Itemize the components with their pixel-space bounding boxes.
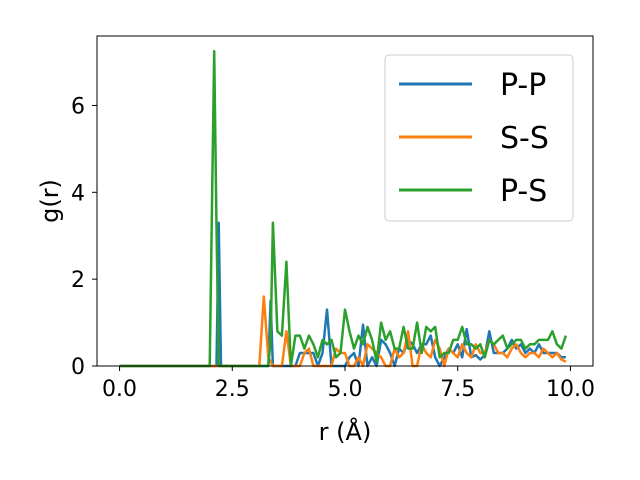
y-tick-label: 4: [71, 181, 85, 206]
x-tick-label: 10.0: [546, 377, 595, 402]
legend: P-P S-S P-S: [384, 54, 574, 222]
x-tick-label: 0.0: [102, 377, 137, 402]
x-tick-label: 2.5: [215, 377, 250, 402]
y-tick-label: 0: [71, 355, 85, 380]
x-tick-label: 7.5: [440, 377, 475, 402]
x-tick-label: 5.0: [328, 377, 363, 402]
x-axis: 0.0 2.5 5.0 7.5 10.0: [102, 366, 595, 402]
series-layer: [119, 49, 568, 368]
legend-entries: P-P S-S P-S: [399, 68, 549, 209]
legend-label-p-p: P-P: [500, 68, 546, 103]
y-tick-label: 6: [71, 94, 85, 119]
legend-box: [384, 54, 574, 222]
y-axis: 0 2 4 6: [71, 94, 97, 380]
y-tick-label: 2: [71, 268, 85, 293]
series-line-p-s: [119, 49, 568, 368]
legend-label-p-s: P-S: [500, 174, 547, 209]
x-axis-label: r (Å): [319, 417, 372, 446]
y-axis-label: g(r): [36, 179, 64, 223]
legend-label-s-s: S-S: [500, 121, 549, 156]
